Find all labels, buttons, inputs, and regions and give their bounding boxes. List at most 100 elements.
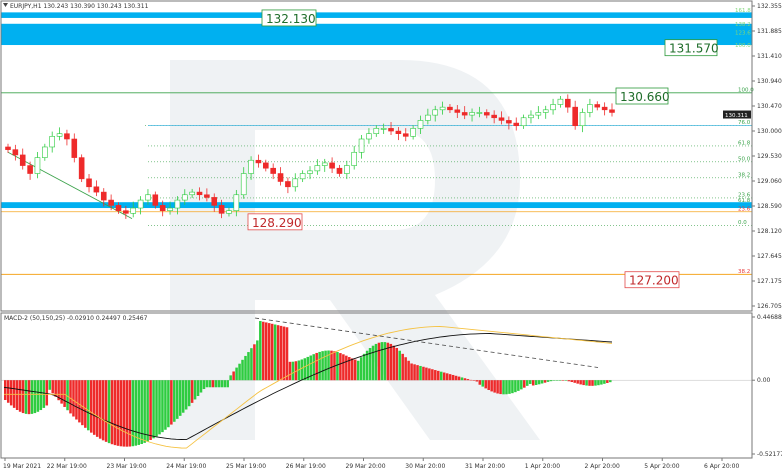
candle [469,112,475,116]
macd-bar [439,371,443,381]
macd-bar [211,380,215,388]
fib-label: 100.0 [738,87,754,93]
macd-bar [324,350,327,381]
candle [167,207,173,211]
current-price-tag [723,110,751,119]
macd-bar [15,380,19,410]
macd-bar [525,380,529,386]
candle [270,167,276,174]
macd-bar [92,380,96,435]
candle [520,117,527,127]
macd-bar [523,380,526,388]
y-tick-label: 126.705 [757,303,782,310]
macd-bar [410,363,413,381]
macd-bar [116,380,120,446]
macd-bar [128,380,132,447]
candle [277,173,284,182]
candle [115,205,122,211]
candle [78,157,85,180]
x-tick-label: 26 Mar 19:00 [286,463,326,470]
candle [461,112,468,116]
x-tick-label: 6 Apr 20:00 [704,463,739,470]
candle [27,165,33,174]
macd-bar [98,380,102,439]
resistance-band [1,12,752,18]
macd-bar [579,380,582,385]
macd-bar [543,380,547,383]
support-band [1,202,752,209]
macd-bar [537,380,541,385]
macd-bar [582,380,585,386]
fib-label: 100.0 [735,43,751,49]
macd-bar [457,376,461,381]
candle [233,194,240,211]
macd-bar [143,380,146,443]
macd-bar [514,380,517,393]
level-box [624,271,680,289]
macd-bar [365,350,369,381]
candle [388,128,394,132]
macd-bar [591,380,594,386]
macd-bar [454,375,458,381]
macd-bar [170,380,173,425]
candle [579,112,586,127]
level-label: 131.570 [669,42,719,56]
macd-bar [303,358,307,381]
candle [542,109,549,113]
macd-header: MACD-2 (50,150,25) -0.02910 0.24497 0.25… [4,315,148,322]
macd-bar [434,370,437,381]
level-box [261,9,317,27]
fib-label: 38.2 [738,269,750,275]
macd-bar [431,369,434,381]
macd-bar [232,371,235,381]
macd-bar [609,380,612,383]
x-tick-label: 23 Mar 19:00 [107,463,147,470]
macd-bar [270,323,274,381]
macd-bar [155,380,158,437]
level-label: 128.290 [252,216,302,230]
macd-bar [481,380,485,387]
candle [34,157,41,174]
macd-bar [30,380,34,414]
candle [550,104,556,111]
candle [513,122,520,127]
candle [329,162,335,169]
candle [263,162,269,169]
macd-bar [119,380,123,447]
x-tick-label: 24 Mar 19:00 [166,463,206,470]
macd-bar [217,380,221,388]
y-tick-label: 128.120 [757,228,782,235]
fib-label: 76.0 [738,120,751,126]
x-tick-label: 25 Mar 19:00 [226,463,266,470]
macd-bar [199,380,203,393]
macd-bar [463,378,467,381]
candle [130,207,137,214]
macd-bar [437,370,440,381]
macd-bar [39,380,43,411]
macd-bar [359,357,363,381]
macd-bar [318,351,321,381]
candle [181,194,188,201]
macd-bar [158,380,161,435]
macd-bar [552,380,556,381]
macd-bar [276,325,280,381]
candle [373,128,380,134]
candle [100,191,107,201]
candle [395,130,402,134]
macd-bar [493,380,496,393]
macd-bar [594,380,597,386]
macd-bar [404,357,407,381]
macd-bar [104,380,108,442]
macd-bar [238,363,241,381]
macd-bar [362,353,366,381]
macd-bar [413,364,416,381]
macd-y-tick-label: 0.44688 [757,314,782,321]
y-tick-label: 127.645 [757,253,782,260]
macd-bar [48,380,52,390]
macd-bar [187,380,191,407]
macd-bar [567,380,571,382]
macd-bar [371,345,375,381]
y-tick-label: 130.470 [757,103,782,110]
macd-bar [27,380,31,415]
